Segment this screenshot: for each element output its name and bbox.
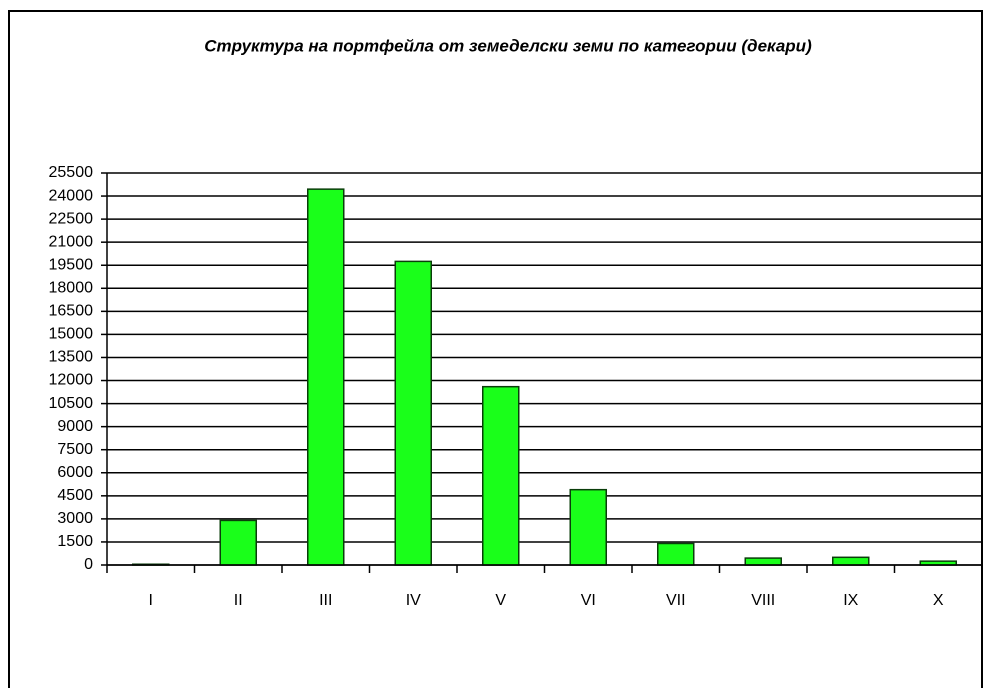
bar [307,188,345,566]
y-tick-label: 15000 [49,326,94,343]
y-tick-label: 13500 [49,349,94,366]
y-tick-label: 3000 [57,510,93,527]
x-tick-label: VIII [751,592,775,609]
chart-title: Структура на портфейла от земеделски зем… [204,36,812,55]
bar [744,557,782,566]
y-tick-label: 24000 [49,187,94,204]
y-tick-label: 10500 [49,395,94,412]
x-tick-label: V [495,592,506,609]
bar [657,542,695,566]
x-tick-label: III [319,592,332,609]
x-tick-label: IX [843,592,858,609]
y-tick-label: 6000 [57,464,93,481]
x-tick-label: II [234,592,243,609]
y-tick-label: 0 [84,556,93,573]
bar [569,488,607,566]
y-tick-label: 19500 [49,256,94,273]
y-tick-label: 25500 [49,164,94,181]
y-tick-label: 22500 [49,210,94,227]
y-tick-label: 12000 [49,372,94,389]
x-tick-label: IV [406,592,421,609]
bar [219,519,257,566]
x-tick-label: VII [666,592,686,609]
y-tick-label: 21000 [49,233,94,250]
bar [832,556,870,566]
y-tick-label: 1500 [57,533,93,550]
bar [482,385,520,566]
x-tick-label: VI [581,592,596,609]
y-tick-label: 18000 [49,280,94,297]
x-tick-label: X [933,592,944,609]
bar [394,260,432,566]
y-tick-label: 9000 [57,418,93,435]
y-tick-label: 16500 [49,303,94,320]
x-tick-label: I [149,592,153,609]
y-tick-label: 4500 [57,487,93,504]
chart-frame [8,10,983,688]
y-tick-label: 7500 [57,441,93,458]
